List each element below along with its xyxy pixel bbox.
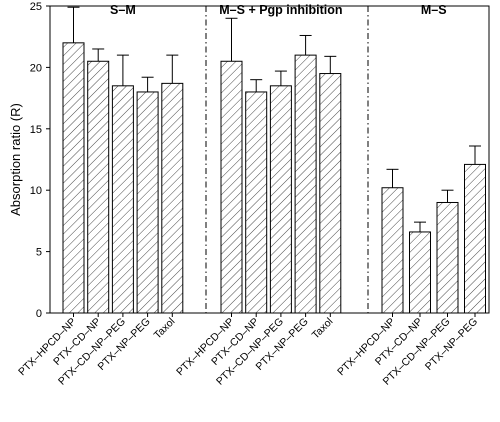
group-title: M–S xyxy=(421,3,447,17)
axes xyxy=(46,5,490,317)
bar xyxy=(62,42,85,314)
y-tick-label: 20 xyxy=(30,62,42,74)
bar xyxy=(319,73,342,314)
bar xyxy=(464,163,486,314)
y-tick-label: 10 xyxy=(30,185,42,197)
bar xyxy=(409,231,431,314)
group-title: S–M xyxy=(110,3,136,17)
y-tick-label: 25 xyxy=(30,1,42,13)
bar xyxy=(269,85,292,314)
group-title: M–S + Pgp inhibition xyxy=(219,3,342,17)
y-axis-label: Absorption ratio (R) xyxy=(8,103,23,216)
bar xyxy=(245,91,268,314)
bar xyxy=(136,91,159,314)
x-category-label: Taxol xyxy=(152,316,178,342)
bar xyxy=(436,201,459,314)
bar xyxy=(220,60,243,314)
bar xyxy=(87,60,110,314)
bar xyxy=(381,187,404,314)
y-tick-label: 5 xyxy=(36,247,42,259)
x-category-label: Taxol xyxy=(310,316,336,342)
bar xyxy=(161,82,184,314)
bar xyxy=(111,85,134,314)
plot-frame xyxy=(49,5,490,314)
bar xyxy=(294,54,317,314)
y-tick-label: 15 xyxy=(30,124,42,136)
y-tick-label: 0 xyxy=(36,308,42,320)
bars xyxy=(62,6,486,314)
